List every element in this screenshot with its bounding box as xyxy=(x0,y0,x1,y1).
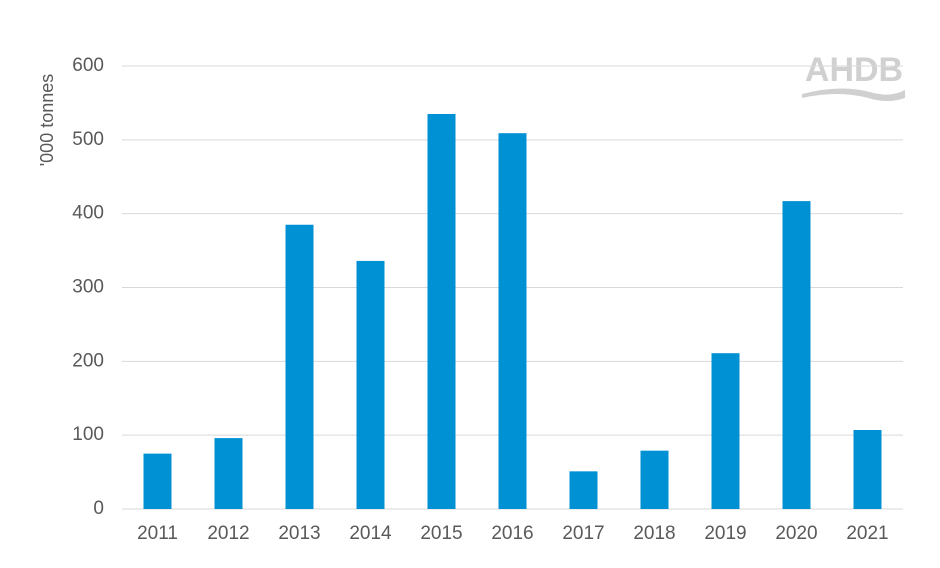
bar xyxy=(498,133,527,509)
x-tick-label: 2019 xyxy=(704,523,746,544)
bar xyxy=(285,224,314,509)
x-tick-label: 2016 xyxy=(491,523,533,544)
logo-wave xyxy=(802,88,905,101)
x-tick-label: 2020 xyxy=(775,523,817,544)
x-tick-label: 2021 xyxy=(846,523,888,544)
x-tick-label: 2012 xyxy=(207,523,249,544)
y-tick-label: 500 xyxy=(72,129,104,150)
y-axis-label: '000 tonnes xyxy=(37,74,57,167)
logo: AHDB xyxy=(802,51,905,101)
x-tick-label: 2018 xyxy=(633,523,675,544)
bar xyxy=(427,113,456,509)
bar xyxy=(569,471,598,509)
bar xyxy=(640,450,669,509)
bar xyxy=(143,453,172,509)
y-tick-label: 300 xyxy=(72,277,104,298)
y-tick-label: 100 xyxy=(72,424,104,445)
bar xyxy=(782,201,811,510)
y-tick-label: 600 xyxy=(72,55,104,76)
y-tick-label: 0 xyxy=(93,498,104,519)
y-tick-label: 200 xyxy=(72,350,104,371)
x-tick-label: 2017 xyxy=(562,523,604,544)
x-tick-label: 2013 xyxy=(278,523,320,544)
x-tick-label: 2014 xyxy=(349,523,392,544)
bar xyxy=(853,429,882,509)
x-tick-label: 2011 xyxy=(137,523,178,544)
bar xyxy=(214,438,243,509)
bar xyxy=(711,353,740,509)
x-tick-label: 2015 xyxy=(420,523,462,544)
bar xyxy=(356,260,385,509)
logo-text: AHDB xyxy=(805,51,903,89)
y-tick-label: 400 xyxy=(72,203,104,224)
